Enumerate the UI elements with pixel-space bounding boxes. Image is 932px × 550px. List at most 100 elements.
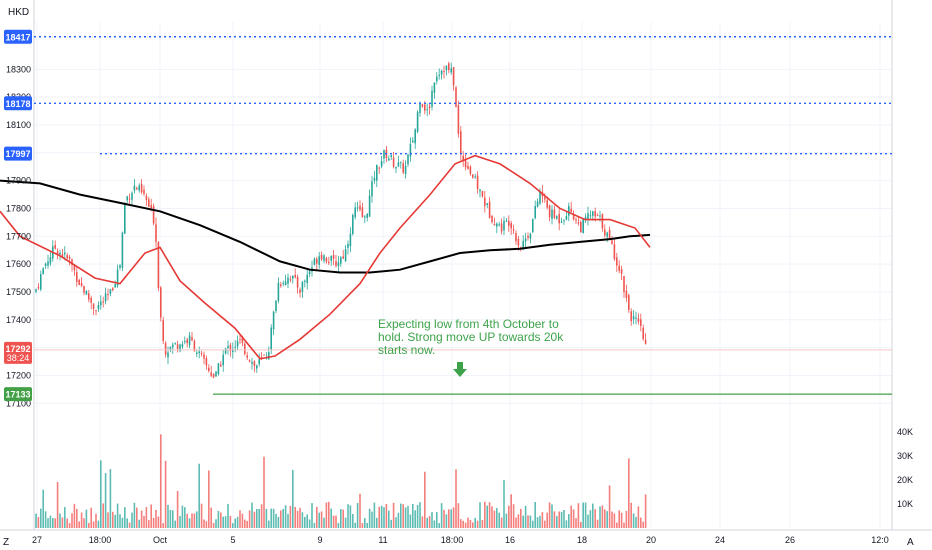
candle-body [212, 373, 215, 378]
candle-body [92, 303, 95, 309]
candle-body [503, 220, 505, 231]
time-tick-label: 9 [317, 535, 322, 545]
candle-body [83, 285, 85, 293]
candle-body [37, 287, 40, 289]
volume-bar [541, 512, 544, 528]
candle-body [551, 209, 553, 219]
volume-bar [325, 502, 328, 528]
volume-bar [80, 512, 83, 528]
volume-bar [76, 508, 78, 528]
candle-body [140, 184, 143, 193]
volume-bar [620, 512, 623, 528]
candle-body [164, 343, 167, 355]
volume-bar [308, 519, 311, 528]
volume-bar [258, 508, 260, 528]
auto-scale-button[interactable]: A [907, 537, 914, 548]
candle-body [640, 319, 642, 326]
candle-body [421, 104, 424, 107]
candle-body [56, 251, 59, 255]
price-tick-label: 17100 [6, 398, 31, 408]
candle-body [599, 215, 601, 217]
candle-body [308, 271, 311, 275]
volume-bar [227, 503, 229, 528]
volume-bar [116, 503, 119, 528]
candle-body [97, 305, 100, 309]
volume-bar [54, 518, 56, 528]
volume-bar [124, 507, 126, 528]
candle-body [392, 157, 395, 167]
volume-bar [229, 515, 232, 528]
volume-bar [616, 522, 618, 528]
volume-bar [296, 510, 299, 528]
volume-bar [64, 507, 66, 528]
candle-body [234, 346, 236, 348]
volume-bar [592, 503, 594, 528]
volume-bar [613, 513, 616, 528]
candle-body [522, 240, 524, 250]
volume-bar [112, 511, 114, 528]
candle-body [462, 155, 464, 162]
candle-body [128, 198, 131, 200]
candle-body [604, 229, 606, 236]
candle-body [359, 205, 361, 210]
volume-bar [486, 505, 488, 528]
horizontal-levels [34, 36, 892, 395]
volume-bar [604, 509, 606, 528]
volume-bar [409, 514, 412, 528]
candle-body [380, 161, 383, 167]
volume-bar [157, 516, 160, 528]
volume-bar [500, 517, 503, 528]
candle-body [340, 257, 342, 264]
volume-bar [476, 520, 479, 528]
volume-bar [140, 510, 143, 528]
last-price-badge [4, 341, 32, 364]
volume-bar [596, 519, 599, 528]
volume-bar [224, 516, 227, 528]
candle-body [469, 166, 472, 174]
candle-body [239, 339, 241, 341]
candle-body [606, 232, 608, 237]
volume-bar [59, 513, 61, 528]
volume-bar [376, 517, 378, 528]
candle-body [282, 283, 284, 285]
volume-bar [496, 507, 498, 528]
candle-body [426, 109, 428, 111]
timezone-button[interactable]: Z [3, 537, 9, 548]
candle-body [438, 74, 440, 76]
volume-bar [589, 510, 592, 528]
volume-bar [330, 508, 332, 528]
time-axis[interactable]: 27 18:00 Oct 5 9 11 18:00 16 18 20 24 26 12:0 [32, 535, 889, 545]
time-tick-label: 12:0 [871, 535, 889, 545]
candle-body [443, 71, 445, 73]
volume-bar [450, 509, 452, 528]
candle-body [203, 354, 205, 359]
candle-body [258, 359, 260, 365]
candle-body [402, 163, 404, 173]
candle-body [323, 255, 325, 261]
volume-bar [599, 506, 601, 528]
candle-body [270, 327, 272, 351]
volume-bar [143, 515, 145, 528]
candle-body [635, 317, 637, 319]
volume-bar [133, 502, 136, 528]
candlesticks [35, 61, 647, 379]
candle-body [42, 268, 44, 275]
candle-body [481, 191, 484, 197]
candle-body [102, 301, 104, 303]
volume-bar [275, 513, 277, 528]
time-tick-label: 18:00 [89, 535, 112, 545]
volume-bar [196, 511, 198, 528]
volume-bar [469, 519, 472, 528]
candle-body [400, 161, 402, 163]
volume-bar [162, 523, 164, 528]
volume-bar [114, 514, 116, 528]
volume-bar [361, 523, 364, 528]
candle-body [169, 346, 172, 351]
volume-bar [155, 509, 157, 528]
candle-body [90, 298, 92, 303]
candle-body [268, 352, 270, 360]
candle-body [186, 339, 188, 344]
volume-bar [73, 503, 76, 528]
candle-body [294, 274, 296, 278]
candle-body [107, 293, 109, 295]
